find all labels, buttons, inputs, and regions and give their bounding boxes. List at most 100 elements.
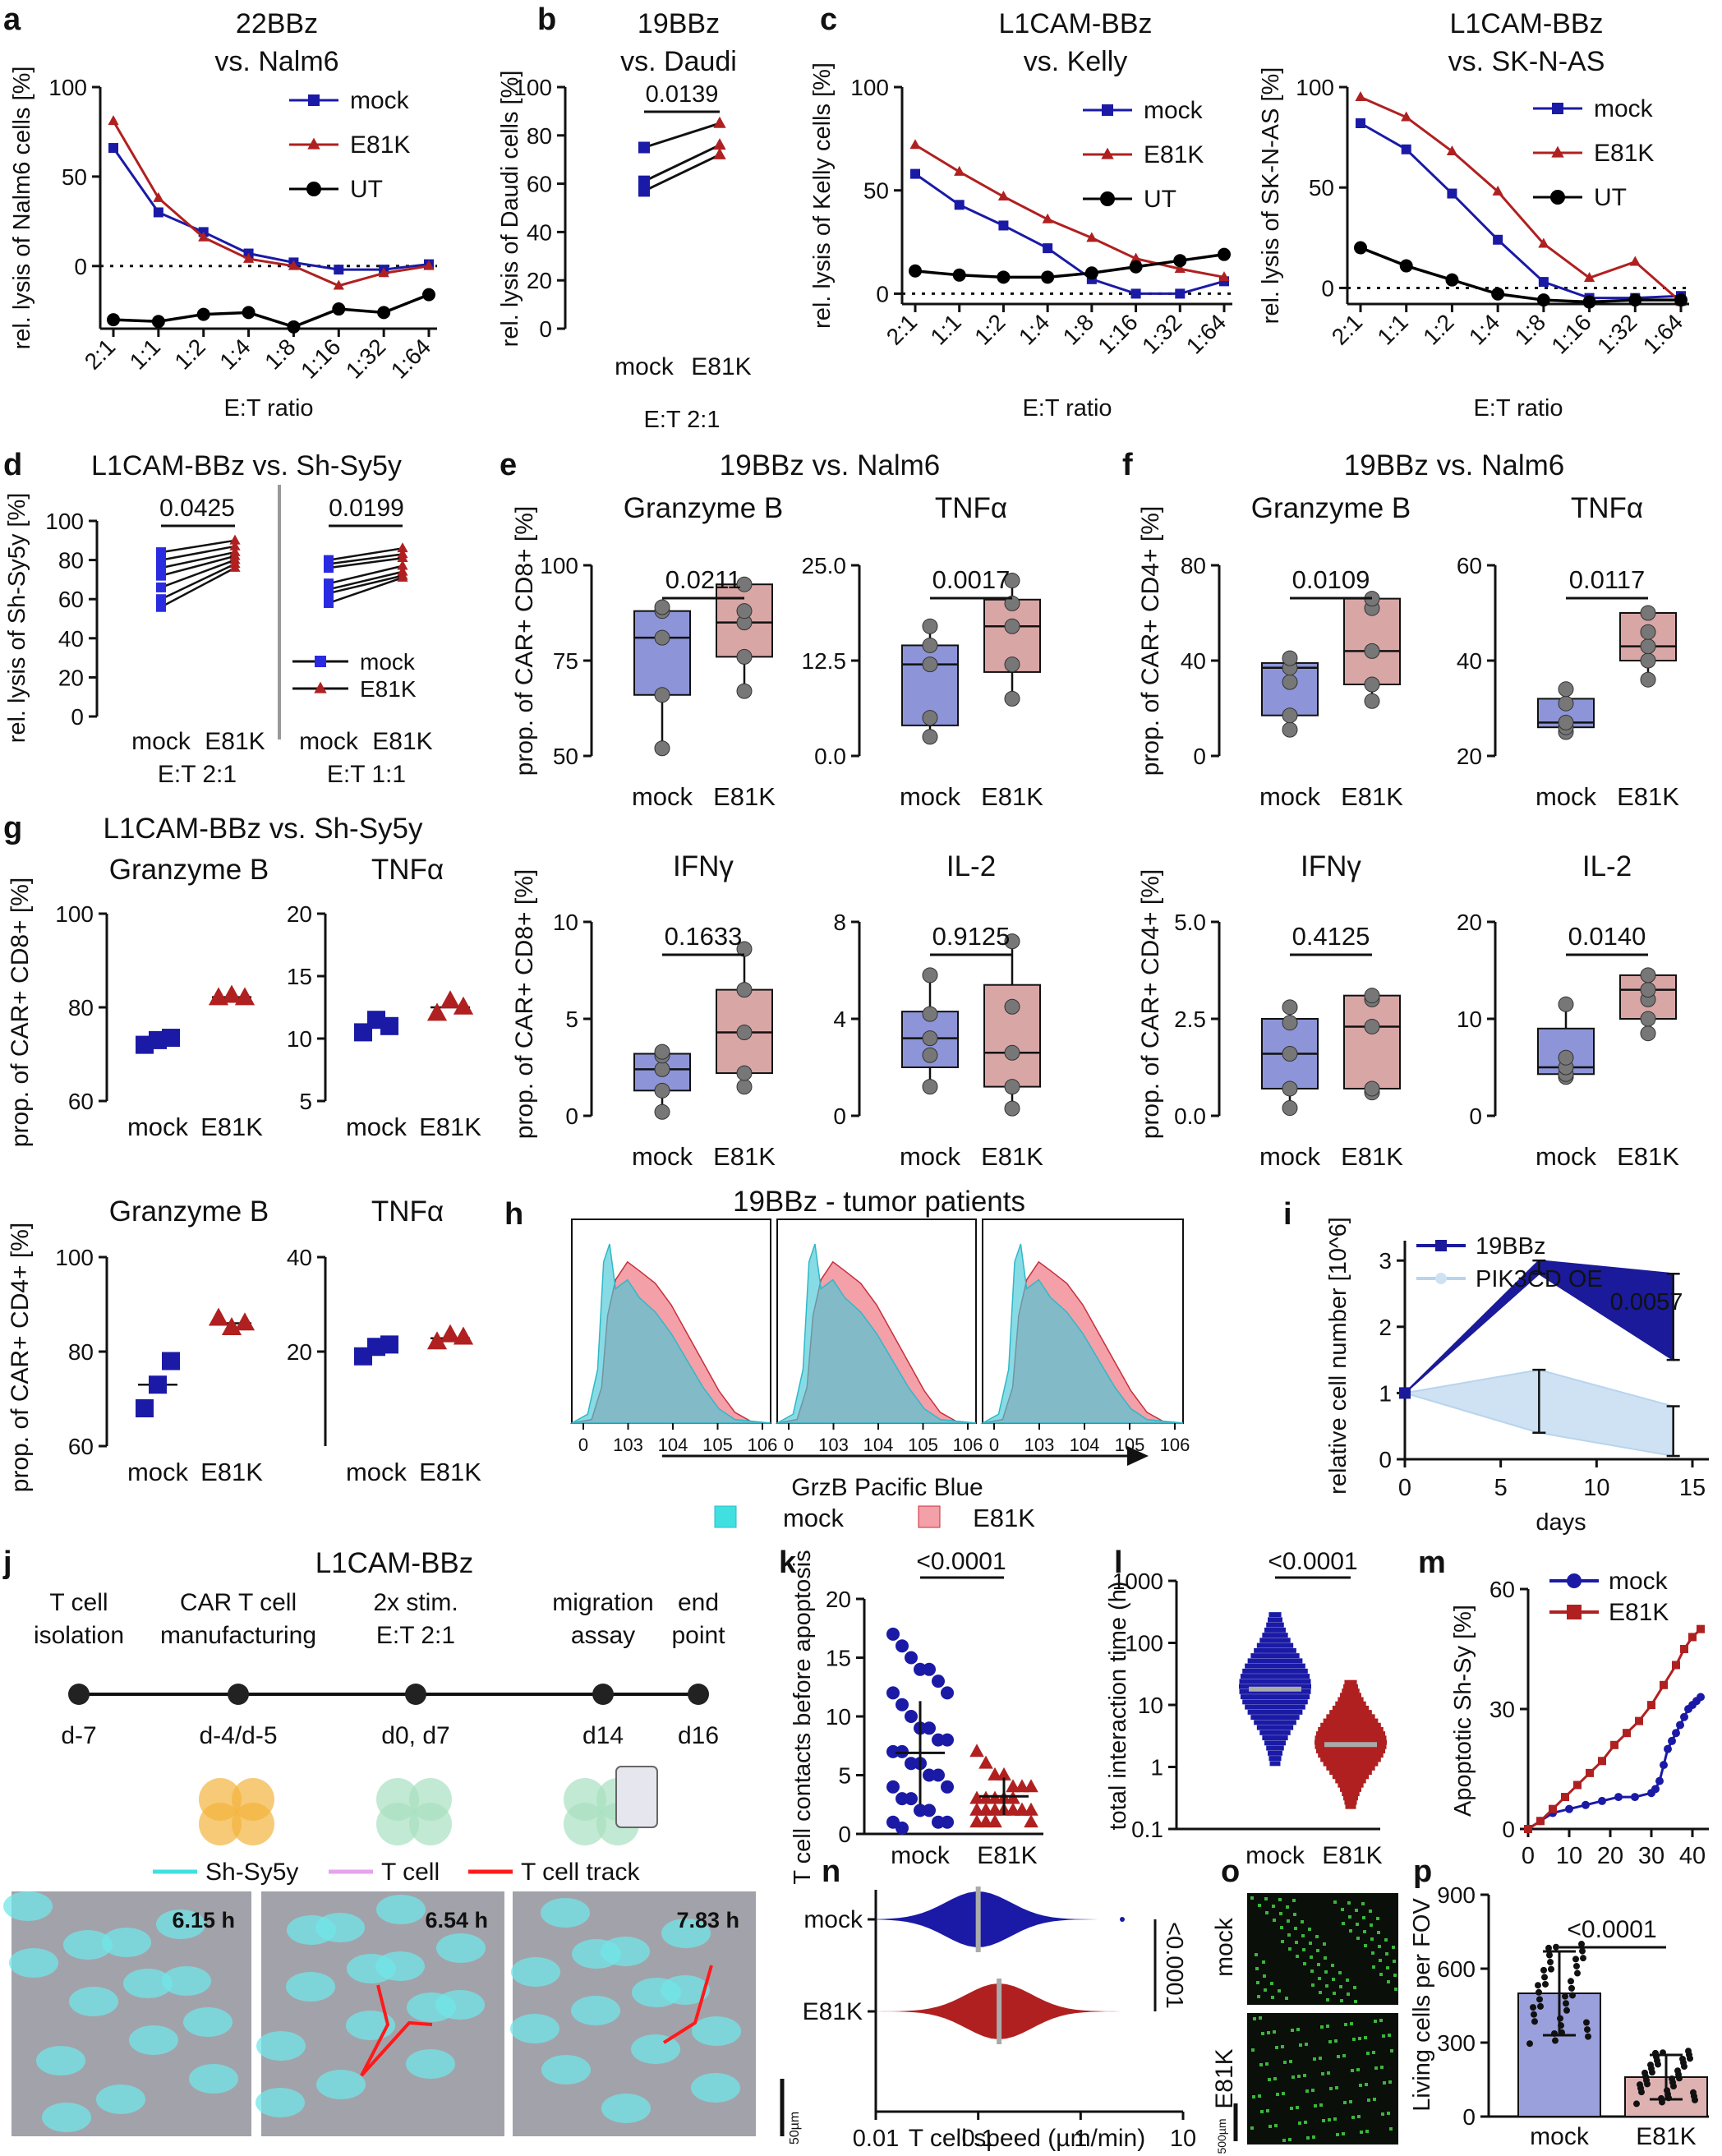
f_gzb-pvalue: 0.0109: [1292, 565, 1370, 594]
c2-point-E81K: [1446, 145, 1458, 156]
c1-legend-label: UT: [1144, 186, 1176, 213]
e_gzb-point: [654, 599, 670, 615]
m-point: [1672, 1661, 1680, 1670]
c2-xtick-label: 1:1: [1373, 309, 1413, 349]
e_tnf-ytick-label: 25.0: [802, 553, 847, 578]
k-point-mock: [905, 1710, 918, 1723]
c1-point-E81K: [909, 139, 921, 150]
i-xlabel: days: [1536, 1509, 1586, 1536]
k-point-mock: [941, 1733, 954, 1747]
c2-point-UT: [1628, 293, 1642, 307]
l-swarm-e81k: [1335, 1701, 1366, 1707]
l-swarm-e81k: [1344, 1679, 1357, 1685]
o-cell-dot: [1349, 2100, 1352, 2103]
a-point-UT: [151, 315, 165, 329]
m-point: [1598, 1796, 1606, 1805]
l-swarm-mock: [1240, 1694, 1310, 1700]
g-ylabel-top: prop. of CAR+ CD8+ [%]: [7, 878, 34, 1147]
e_il2-point: [922, 1047, 938, 1063]
h-arrow-head: [1127, 1446, 1149, 1466]
m-point: [1565, 1804, 1573, 1813]
l-swarm-mock: [1250, 1653, 1300, 1659]
e_tnf-ytick-label: 0.0: [814, 744, 846, 769]
o-cell-dot: [1296, 1955, 1299, 1958]
f_tnf-point: [1558, 714, 1574, 730]
o-cell-dot: [1303, 2074, 1306, 2077]
c1-legend-marker: [1101, 147, 1114, 159]
k-point-mock: [905, 1651, 918, 1665]
g_cd8_tnf-xtick-label: E81K: [419, 1113, 481, 1141]
o-cell-dot: [1274, 2124, 1278, 2127]
e_gzb-point: [736, 648, 753, 665]
j-cell-illustration: [199, 1803, 242, 1845]
l-swarm-e81k: [1315, 1731, 1386, 1737]
a-point-UT: [107, 313, 120, 327]
o-cell-dot: [1313, 2057, 1316, 2061]
m-xtick-label: 40: [1679, 1843, 1706, 1869]
o-cell-dot: [1382, 2034, 1385, 2038]
g_cd4_gzb-point-mock: [136, 1399, 154, 1417]
e_tnf-point: [1004, 573, 1020, 589]
o-cell-dot: [1250, 1896, 1254, 1900]
a-legend-label: E81K: [350, 131, 410, 159]
k-xtick-label: E81K: [977, 1842, 1037, 1869]
c2-series-line-E81K: [1360, 95, 1682, 303]
f_il2-point: [1640, 967, 1656, 984]
a-point-UT: [422, 288, 435, 302]
a-ytick-label: 50: [62, 164, 87, 190]
o-cell-dot: [1367, 2098, 1370, 2102]
f_ifn-point: [1282, 999, 1298, 1016]
l-swarm-mock: [1266, 1745, 1284, 1751]
c2-xtick-label: 1:8: [1510, 309, 1550, 349]
p-point: [1679, 2055, 1686, 2062]
c1-xtick-label: 1:4: [1014, 309, 1054, 349]
e_gzb-point: [736, 603, 753, 620]
f_gzb-ytick-label: 0: [1193, 744, 1206, 769]
l-swarm-mock: [1259, 1638, 1291, 1643]
n-outlier: [1120, 1917, 1125, 1922]
o-cell-dot: [1293, 1913, 1296, 1916]
d-legend-label: mock: [360, 649, 416, 675]
m-point: [1631, 1793, 1639, 1802]
g_cd8_gzb-ytick-label: 60: [68, 1089, 94, 1114]
p-point: [1531, 2011, 1537, 2018]
e_tnf-point: [922, 710, 938, 726]
e_gzb-ytick-label: 100: [540, 553, 578, 578]
f_tnf-xtick-label: E81K: [1617, 782, 1679, 811]
e_il2-point: [1004, 933, 1020, 950]
d-point-mock: [156, 601, 166, 612]
a-subtitle: vs. Nalm6: [214, 46, 338, 77]
i-pvalue: 0.0057: [1610, 1289, 1683, 1315]
o-cell-dot: [1328, 2040, 1332, 2043]
e-ylabel: prop. of CAR+ CD8+ [%]: [511, 506, 538, 776]
d-pair-line: [160, 545, 236, 561]
o-cell-dot: [1296, 2106, 1299, 2109]
h-xtick-label: 103: [1024, 1435, 1055, 1455]
p-point: [1563, 2006, 1570, 2014]
e_ifn-ytick-label: 0: [565, 1103, 578, 1129]
g_cd8_tnf-xtick-label: mock: [346, 1113, 407, 1141]
b-pair-line: [643, 144, 721, 183]
p-point: [1583, 2019, 1590, 2026]
d-xtick-label: E81K: [205, 728, 265, 755]
e_tnf-point: [922, 729, 938, 745]
e_tnf-point: [922, 637, 938, 653]
l-swarm-e81k: [1329, 1770, 1372, 1776]
o-cell-dot: [1371, 1951, 1374, 1955]
j-step-day: d16: [678, 1722, 719, 1749]
b-point-e81k: [713, 147, 726, 159]
a-xtick-label: 2:1: [80, 334, 120, 374]
c2-point-E81K: [1401, 111, 1412, 122]
b-ytick-label: 100: [513, 75, 552, 100]
o-cell-dot: [1265, 2062, 1268, 2066]
c1-xlabel: E:T ratio: [1022, 395, 1112, 422]
o-cell-dot: [1281, 1940, 1284, 1943]
f_tnf-point: [1640, 624, 1656, 640]
o-cell-dot: [1342, 1922, 1345, 1925]
p-point: [1633, 2100, 1640, 2108]
e_il2-ytick-label: 4: [833, 1007, 846, 1032]
o-cell-dot: [1332, 1978, 1335, 1981]
e_il2-xtick-label: E81K: [981, 1142, 1043, 1171]
k-point-mock: [923, 1721, 936, 1735]
d-point-e81k: [397, 571, 408, 582]
